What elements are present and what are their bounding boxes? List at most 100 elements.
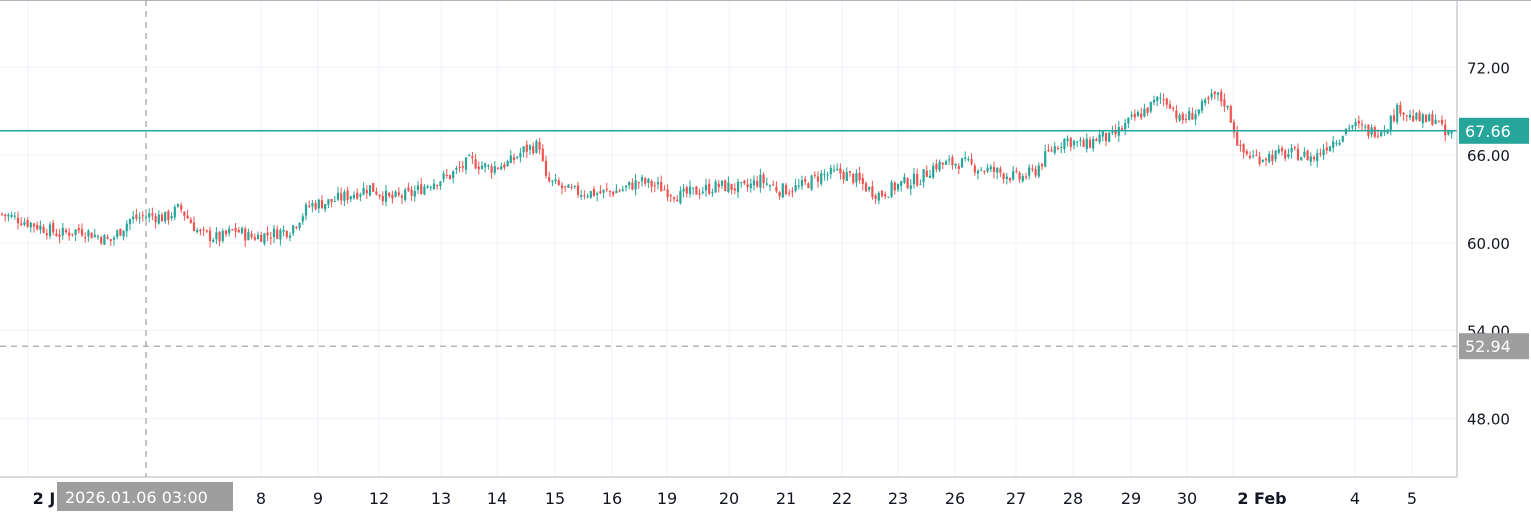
candle-body [775, 186, 778, 192]
candle-body [941, 162, 944, 165]
candle-body [487, 165, 490, 167]
candle-body [362, 187, 365, 195]
candle-body [39, 225, 42, 230]
candle-body [727, 182, 730, 193]
candle-body [1450, 131, 1453, 134]
candle-body [23, 222, 26, 225]
candle-body [154, 216, 157, 223]
candle-body [119, 228, 122, 236]
candle-body [1434, 119, 1437, 124]
candle-body [436, 185, 439, 187]
candle-body [634, 180, 637, 190]
candle-body [426, 186, 429, 188]
candle-body [743, 180, 746, 184]
candle-body [1405, 115, 1408, 117]
candle-body [1338, 142, 1341, 145]
candle-body [1063, 138, 1066, 149]
candle-body [1322, 149, 1325, 156]
candle-body [346, 190, 349, 200]
candle-body [103, 235, 106, 245]
candle-body [1120, 128, 1124, 130]
candle-body [52, 222, 55, 233]
time-tick-label: 5 [1407, 489, 1417, 508]
candle-body [1005, 176, 1008, 180]
candle-body [138, 217, 141, 219]
candle-body [1108, 132, 1111, 142]
candle-body [1220, 91, 1223, 102]
candle-body [404, 189, 407, 201]
candle-body [1127, 117, 1130, 124]
candle-body [1162, 99, 1165, 101]
candle-body [736, 181, 740, 193]
candle-body [365, 190, 368, 194]
time-tick-label: 16 [602, 489, 622, 508]
candle-body [714, 181, 717, 193]
candle-body [1280, 148, 1284, 152]
candle-body [1021, 176, 1024, 182]
candle-body [468, 155, 471, 157]
candle-body [1437, 120, 1440, 122]
candle-body [4, 214, 7, 216]
candle-body [672, 197, 676, 200]
candle-body [1072, 140, 1076, 146]
candle-body [644, 178, 647, 184]
candle-body [877, 192, 880, 201]
candle-body [826, 174, 829, 176]
candle-body [74, 229, 77, 235]
candle-body [996, 168, 999, 173]
candle-body [1104, 133, 1108, 142]
candle-body [810, 175, 813, 190]
candle-body [957, 166, 960, 169]
candle-body [1360, 124, 1364, 126]
candle-body [285, 230, 288, 237]
candle-body [77, 227, 80, 231]
candle-body [1175, 110, 1178, 119]
candle-body [528, 145, 532, 150]
candle-body [749, 183, 752, 189]
candle-body [605, 188, 608, 190]
time-axis[interactable]: 2 J 8 9 12 13 14 15 16 19 20 21 22 23 26 27 28 29 30 2 Feb… [33, 489, 1417, 508]
candle-body [916, 173, 919, 186]
candle-body [490, 166, 493, 173]
candle-body [0, 213, 4, 215]
candle-body [829, 167, 832, 175]
candle-body [112, 237, 116, 240]
candle-body [183, 211, 186, 216]
candle-body [1264, 158, 1268, 161]
candle-body [1133, 113, 1136, 118]
candle-body [1440, 119, 1444, 124]
candle-body [1431, 114, 1434, 125]
candle-body [1184, 118, 1188, 120]
candle-body [1316, 153, 1319, 162]
candle-body [410, 189, 413, 196]
candle-body [836, 169, 839, 171]
candle-body [592, 189, 596, 196]
candle-body [240, 228, 244, 233]
candle-body [26, 220, 29, 227]
candle-body [1418, 112, 1421, 122]
candle-body [148, 213, 151, 218]
candle-body [1386, 129, 1389, 134]
time-tick-label: 26 [945, 489, 965, 508]
candle-body [116, 230, 119, 238]
candle-body [615, 190, 618, 194]
candle-body [125, 223, 128, 232]
candle-body [864, 183, 868, 192]
candle-body [1181, 113, 1184, 121]
candle-body [282, 229, 285, 232]
candle-body [234, 227, 237, 232]
candle-body [301, 216, 304, 222]
candle-body [1018, 172, 1021, 180]
candle-body [522, 146, 525, 153]
candle-body [752, 180, 756, 186]
candle-body [1402, 112, 1405, 115]
candle-body [384, 190, 388, 202]
candle-body [295, 226, 298, 228]
candle-body [1178, 115, 1181, 121]
candle-body [391, 194, 394, 199]
candle-body [1146, 107, 1149, 113]
candle-body [548, 177, 551, 182]
candle-body [1325, 147, 1328, 151]
